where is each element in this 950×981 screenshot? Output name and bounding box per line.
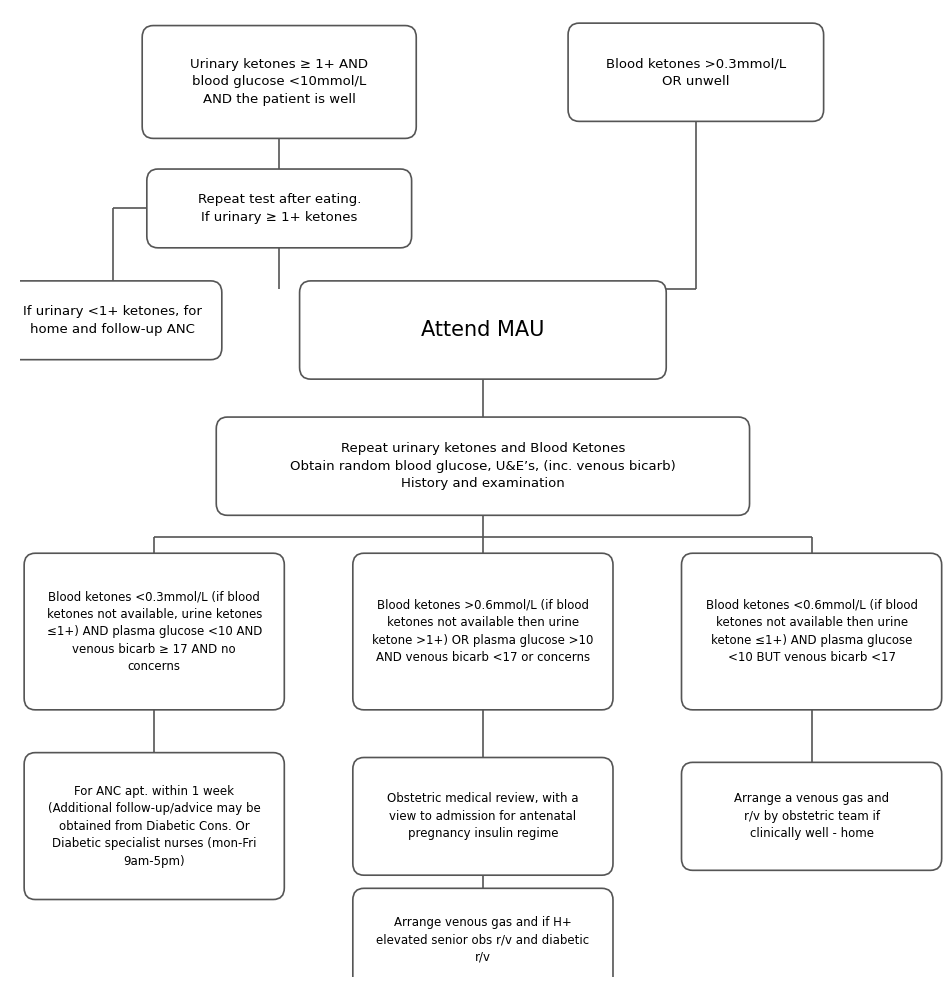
FancyBboxPatch shape [217, 417, 750, 515]
Text: Repeat test after eating.
If urinary ≥ 1+ ketones: Repeat test after eating. If urinary ≥ 1… [198, 193, 361, 224]
FancyBboxPatch shape [352, 757, 613, 875]
Text: Blood ketones <0.6mmol/L (if blood
ketones not available then urine
ketone ≤1+) : Blood ketones <0.6mmol/L (if blood keton… [706, 598, 918, 664]
FancyBboxPatch shape [568, 24, 824, 122]
Text: Arrange venous gas and if H+
elevated senior obs r/v and diabetic
r/v: Arrange venous gas and if H+ elevated se… [376, 916, 589, 964]
Text: Blood ketones <0.3mmol/L (if blood
ketones not available, urine ketones
≤1+) AND: Blood ketones <0.3mmol/L (if blood keton… [47, 590, 262, 673]
Text: Repeat urinary ketones and Blood Ketones
Obtain random blood glucose, U&E’s, (in: Repeat urinary ketones and Blood Ketones… [290, 442, 675, 490]
FancyBboxPatch shape [681, 762, 941, 870]
FancyBboxPatch shape [24, 752, 284, 900]
FancyBboxPatch shape [352, 889, 613, 981]
FancyBboxPatch shape [299, 281, 666, 379]
FancyBboxPatch shape [681, 553, 941, 710]
Text: Obstetric medical review, with a
view to admission for antenatal
pregnancy insul: Obstetric medical review, with a view to… [388, 793, 579, 841]
FancyBboxPatch shape [142, 26, 416, 138]
Text: Blood ketones >0.6mmol/L (if blood
ketones not available then urine
ketone >1+) : Blood ketones >0.6mmol/L (if blood keton… [372, 598, 594, 664]
Text: Blood ketones >0.3mmol/L
OR unwell: Blood ketones >0.3mmol/L OR unwell [606, 57, 786, 87]
FancyBboxPatch shape [352, 553, 613, 710]
Text: Arrange a venous gas and
r/v by obstetric team if
clinically well - home: Arrange a venous gas and r/v by obstetri… [734, 793, 889, 841]
FancyBboxPatch shape [3, 281, 221, 360]
Text: Attend MAU: Attend MAU [421, 320, 544, 340]
FancyBboxPatch shape [24, 553, 284, 710]
FancyBboxPatch shape [147, 169, 411, 248]
Text: If urinary <1+ ketones, for
home and follow-up ANC: If urinary <1+ ketones, for home and fol… [23, 305, 202, 336]
Text: Urinary ketones ≥ 1+ AND
blood glucose <10mmol/L
AND the patient is well: Urinary ketones ≥ 1+ AND blood glucose <… [190, 58, 369, 106]
Text: For ANC apt. within 1 week
(Additional follow-up/advice may be
obtained from Dia: For ANC apt. within 1 week (Additional f… [48, 785, 260, 867]
